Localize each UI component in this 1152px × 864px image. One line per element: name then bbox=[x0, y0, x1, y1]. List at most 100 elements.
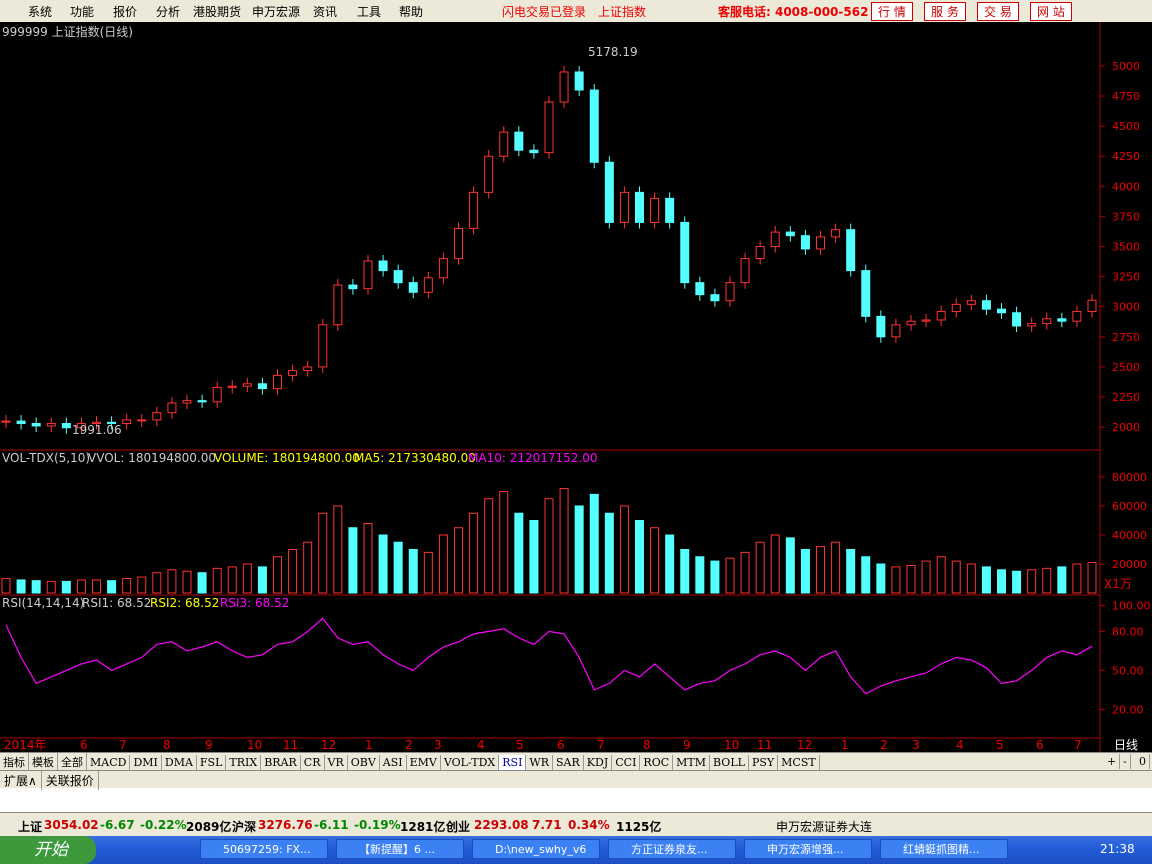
volume-bar bbox=[695, 556, 705, 594]
date-label: 7 bbox=[119, 738, 127, 752]
tab[interactable]: 模板 bbox=[29, 753, 58, 771]
ext-tab[interactable]: 扩展∧ bbox=[0, 771, 42, 790]
tab[interactable]: CCI bbox=[612, 755, 641, 770]
y-tick-label: 5000 bbox=[1112, 60, 1140, 73]
volume-bar bbox=[906, 564, 916, 594]
tab[interactable]: VOL-TDX bbox=[441, 755, 500, 770]
tab[interactable]: MACD bbox=[87, 755, 131, 770]
tab[interactable]: KDJ bbox=[584, 755, 613, 770]
candle bbox=[816, 236, 825, 250]
chart-title: 999999 上证指数(日线) bbox=[2, 24, 133, 39]
menu-item[interactable]: 分析 bbox=[156, 5, 181, 19]
date-label: 12 bbox=[797, 738, 812, 752]
volume-bar bbox=[408, 548, 418, 594]
top-button[interactable]: 服 务 bbox=[924, 2, 966, 21]
tab[interactable]: EMV bbox=[407, 755, 441, 770]
y-tick-label: 4500 bbox=[1112, 120, 1140, 133]
top-button[interactable]: 行 情 bbox=[871, 2, 913, 21]
menu-item[interactable]: 申万宏源 bbox=[252, 5, 301, 19]
candle bbox=[1042, 318, 1052, 325]
start-button[interactable]: 开始 bbox=[0, 836, 96, 864]
task-window[interactable]: 【新提醒】6 ... bbox=[336, 839, 464, 859]
volume-bar bbox=[31, 580, 41, 594]
y-tick-label: 3750 bbox=[1112, 210, 1140, 223]
task-window[interactable]: 方正证券泉友... bbox=[608, 839, 736, 859]
task-window[interactable]: 50697259: FX... bbox=[200, 839, 328, 859]
y-tick-label: 3250 bbox=[1112, 271, 1140, 284]
tab[interactable]: VR bbox=[325, 755, 348, 770]
top-button[interactable]: 交 易 bbox=[977, 2, 1019, 21]
tab[interactable]: 指标 bbox=[0, 753, 29, 771]
candle bbox=[906, 320, 916, 326]
date-label: 11 bbox=[757, 738, 772, 752]
task-window[interactable]: 申万宏源增强... bbox=[744, 839, 872, 859]
candle bbox=[831, 229, 841, 238]
menu-item[interactable]: 报价 bbox=[113, 5, 138, 19]
menu-item[interactable]: 工具 bbox=[357, 5, 382, 19]
top-button[interactable]: 网 站 bbox=[1030, 2, 1072, 21]
candle bbox=[257, 383, 267, 390]
tab[interactable]: BRAR bbox=[261, 755, 301, 770]
candle bbox=[695, 282, 705, 296]
tab[interactable]: WR bbox=[526, 755, 554, 770]
indicator-header: VVOL: 180194800.00 bbox=[88, 451, 216, 465]
tab[interactable]: DMI bbox=[130, 755, 162, 770]
volume-bar bbox=[152, 572, 162, 594]
candle bbox=[891, 324, 901, 338]
tab[interactable]: RSI bbox=[499, 755, 527, 770]
tab-control[interactable]: 0 bbox=[1136, 754, 1150, 769]
indicator-header: VOLUME: 180194800.00 bbox=[214, 451, 360, 465]
date-label: 2 bbox=[405, 738, 413, 752]
tab[interactable]: ROC bbox=[640, 755, 674, 770]
tab[interactable]: FSL bbox=[197, 755, 227, 770]
tab[interactable]: DMA bbox=[162, 755, 197, 770]
volume-bar bbox=[891, 566, 901, 594]
menu-item[interactable]: 帮助 bbox=[399, 5, 424, 19]
y-tick-label: 2250 bbox=[1112, 391, 1140, 404]
tab-control[interactable]: - bbox=[1120, 754, 1131, 769]
current-index: 上证指数 bbox=[598, 5, 647, 19]
date-label: 9 bbox=[205, 738, 213, 752]
tab[interactable]: SAR bbox=[553, 755, 584, 770]
tab[interactable]: PSY bbox=[749, 755, 779, 770]
task-window[interactable]: 红蜻蜓抓图精... bbox=[880, 839, 1008, 859]
candle bbox=[499, 131, 509, 157]
menu-item[interactable]: 资讯 bbox=[313, 5, 338, 19]
volume-bar bbox=[1, 577, 11, 594]
candle bbox=[197, 400, 207, 403]
tab[interactable]: MCST bbox=[778, 755, 820, 770]
candle bbox=[604, 161, 614, 223]
tab[interactable]: CR bbox=[301, 755, 325, 770]
candle bbox=[876, 315, 886, 338]
menu-item[interactable]: 功能 bbox=[70, 5, 95, 19]
tab-control[interactable]: + bbox=[1104, 754, 1121, 769]
menu-item[interactable]: 系统 bbox=[28, 5, 53, 19]
volume-bar bbox=[1042, 567, 1052, 594]
volume-bar bbox=[635, 519, 644, 594]
tab[interactable]: ASI bbox=[380, 755, 407, 770]
candle bbox=[755, 246, 765, 260]
ext-tab[interactable]: 关联报价 bbox=[42, 771, 99, 790]
date-label: 10 bbox=[724, 738, 739, 752]
volume-bar bbox=[333, 505, 343, 594]
candle bbox=[966, 300, 976, 305]
status-item: 7.71 bbox=[532, 818, 562, 832]
date-label: 4 bbox=[956, 738, 964, 752]
task-window[interactable]: D:\new_swhy_v6 bbox=[472, 839, 600, 859]
tab[interactable]: OBV bbox=[348, 755, 380, 770]
volume-bar bbox=[227, 566, 237, 594]
volume-bar bbox=[197, 572, 207, 594]
candle bbox=[1, 420, 11, 423]
tab[interactable]: MTM bbox=[673, 755, 711, 770]
tab[interactable]: BOLL bbox=[710, 755, 749, 770]
candle bbox=[936, 311, 946, 321]
tab[interactable]: TRIX bbox=[226, 755, 262, 770]
tab[interactable]: 全部 bbox=[58, 753, 87, 771]
candle bbox=[800, 235, 810, 250]
status-item: 沪深 bbox=[232, 820, 257, 834]
menu-item[interactable]: 港股期货 bbox=[193, 5, 242, 19]
candle bbox=[242, 383, 252, 387]
candle bbox=[303, 366, 313, 372]
indicator-header: RSI2: 68.52 bbox=[150, 596, 219, 610]
volume-bar bbox=[454, 527, 463, 594]
